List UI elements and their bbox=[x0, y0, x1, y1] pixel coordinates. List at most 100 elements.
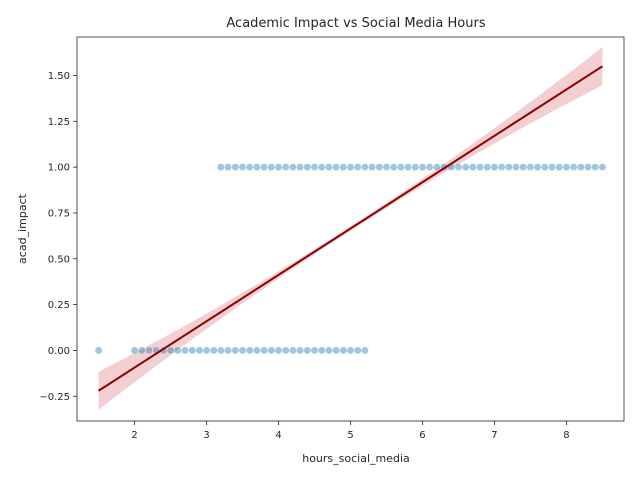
data-point bbox=[238, 346, 247, 355]
y-tick-label: 1.25 bbox=[48, 117, 70, 128]
data-point bbox=[217, 346, 225, 355]
data-point bbox=[353, 163, 362, 171]
data-point bbox=[361, 346, 369, 355]
data-point bbox=[339, 346, 348, 355]
regression-line bbox=[98, 65, 603, 392]
data-point bbox=[332, 163, 340, 171]
x-tick-label: 6 bbox=[419, 430, 425, 441]
data-point bbox=[166, 346, 175, 355]
data-point bbox=[576, 163, 585, 171]
data-point bbox=[361, 163, 369, 171]
data-point bbox=[382, 163, 391, 171]
data-point bbox=[418, 163, 427, 171]
data-point bbox=[296, 163, 304, 171]
data-point bbox=[353, 346, 362, 355]
data-point bbox=[325, 163, 333, 171]
y-tick-label: 0.25 bbox=[48, 300, 70, 311]
data-point bbox=[461, 163, 470, 171]
data-point bbox=[540, 163, 549, 171]
x-tick-label: 3 bbox=[203, 430, 209, 441]
data-point bbox=[310, 346, 319, 355]
data-point bbox=[562, 163, 571, 171]
x-axis-ticks: 2 3 4 5 6 7 8 bbox=[131, 421, 570, 441]
data-point bbox=[245, 346, 254, 355]
data-point bbox=[584, 163, 592, 171]
data-point bbox=[389, 163, 398, 171]
data-point bbox=[368, 163, 376, 171]
data-point bbox=[296, 346, 304, 355]
data-point bbox=[317, 346, 326, 355]
data-point bbox=[94, 346, 103, 355]
data-point bbox=[548, 163, 556, 171]
y-axis-ticks: −0.25 0.00 0.25 0.50 0.75 1.00 1.25 1.50 bbox=[39, 71, 77, 403]
y-tick-label: 0.00 bbox=[48, 346, 70, 357]
data-point bbox=[173, 346, 182, 355]
data-point bbox=[310, 163, 319, 171]
data-point bbox=[454, 163, 463, 171]
x-axis-label: hours_social_media bbox=[302, 452, 410, 465]
data-point bbox=[202, 346, 211, 355]
data-point bbox=[512, 163, 520, 171]
data-point bbox=[281, 163, 290, 171]
data-point bbox=[209, 346, 218, 355]
data-point bbox=[303, 163, 312, 171]
data-point bbox=[260, 346, 268, 355]
data-point bbox=[281, 346, 290, 355]
data-point bbox=[332, 346, 340, 355]
data-point bbox=[490, 163, 499, 171]
data-point bbox=[555, 163, 564, 171]
x-tick-label: 5 bbox=[347, 430, 353, 441]
data-point bbox=[253, 346, 261, 355]
data-point bbox=[346, 163, 355, 171]
data-point bbox=[317, 163, 326, 171]
data-point bbox=[469, 163, 477, 171]
data-point bbox=[253, 163, 261, 171]
y-tick-label: 1.00 bbox=[48, 163, 70, 174]
data-point bbox=[497, 163, 506, 171]
y-tick-label: 0.75 bbox=[48, 208, 70, 219]
data-point bbox=[397, 163, 405, 171]
y-tick-label: 1.50 bbox=[48, 71, 70, 82]
data-point bbox=[346, 346, 355, 355]
data-point bbox=[433, 163, 441, 171]
x-tick-label: 7 bbox=[491, 430, 497, 441]
data-point bbox=[289, 346, 297, 355]
x-tick-label: 2 bbox=[131, 430, 137, 441]
data-point bbox=[274, 346, 283, 355]
data-point bbox=[411, 163, 420, 171]
data-point bbox=[274, 163, 283, 171]
chart-title: Academic Impact vs Social Media Hours bbox=[226, 16, 485, 31]
data-point bbox=[476, 163, 484, 171]
regression-line-layer bbox=[98, 65, 603, 392]
data-point bbox=[260, 163, 268, 171]
data-point bbox=[245, 163, 254, 171]
data-point bbox=[591, 163, 600, 171]
data-point bbox=[404, 163, 412, 171]
data-point bbox=[483, 163, 492, 171]
points-layer bbox=[94, 163, 607, 355]
data-point bbox=[598, 163, 607, 171]
data-point bbox=[533, 163, 542, 171]
data-point bbox=[231, 163, 240, 171]
data-point bbox=[339, 163, 348, 171]
x-tick-label: 8 bbox=[563, 430, 569, 441]
data-point bbox=[425, 163, 434, 171]
data-point bbox=[231, 346, 240, 355]
data-point bbox=[224, 163, 232, 171]
data-point bbox=[224, 346, 232, 355]
data-point bbox=[181, 346, 189, 355]
x-tick-label: 4 bbox=[275, 430, 281, 441]
data-point bbox=[375, 163, 384, 171]
data-point bbox=[267, 346, 276, 355]
data-point bbox=[569, 163, 578, 171]
data-point bbox=[289, 163, 297, 171]
data-point bbox=[526, 163, 535, 171]
data-point bbox=[519, 163, 528, 171]
data-point bbox=[145, 346, 153, 355]
data-point bbox=[504, 163, 513, 171]
data-point bbox=[217, 163, 225, 171]
plot-area bbox=[76, 36, 625, 422]
data-point bbox=[195, 346, 204, 355]
